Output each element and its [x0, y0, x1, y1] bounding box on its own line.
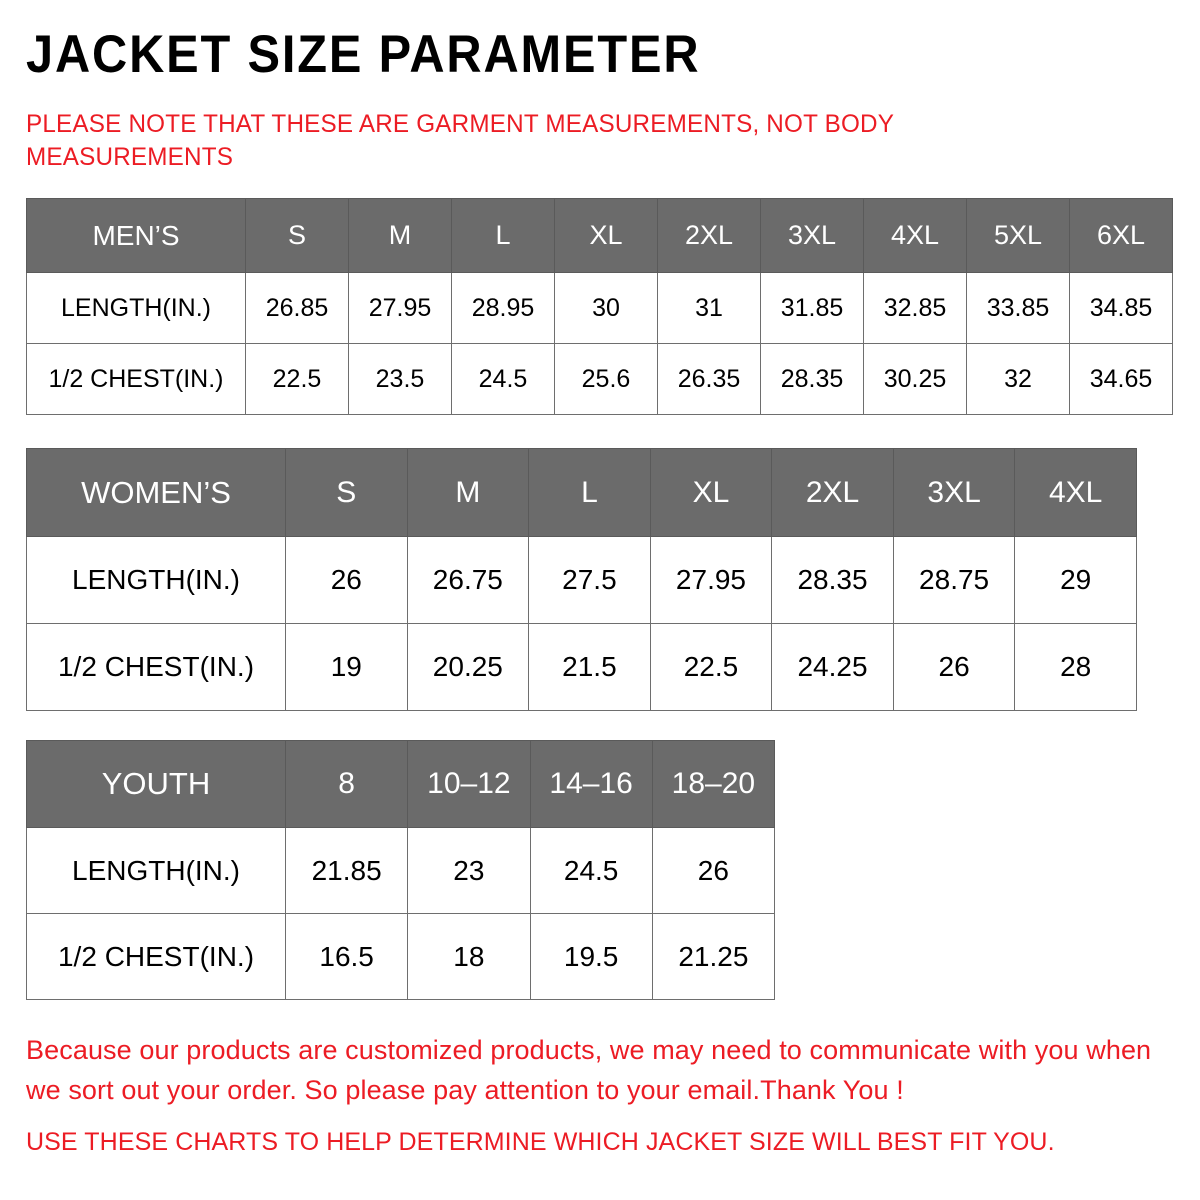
womens-column-header-7: 4XL	[1014, 448, 1137, 537]
womens-column-header-3: L	[528, 448, 651, 537]
mens-column-header-3: L	[451, 198, 555, 273]
mens-cell-r1-c3: 28.95	[451, 272, 555, 344]
youth-cell-r1-c4: 26	[651, 827, 776, 914]
womens-table-head: WOMEN’S S M L XL 2XL 3XL 4XL	[26, 448, 1137, 537]
womens-row-label-2: 1/2 CHEST(IN.)	[26, 623, 286, 711]
womens-cell-r1-c1: 26	[285, 536, 408, 624]
youth-table-title: YOUTH	[26, 740, 286, 828]
youth-column-header-4: 18–20	[651, 740, 776, 828]
mens-cell-r1-c1: 26.85	[245, 272, 349, 344]
mens-cell-r1-c2: 27.95	[348, 272, 452, 344]
womens-cell-r2-c6: 26	[892, 623, 1016, 711]
youth-row-label-1: LENGTH(IN.)	[26, 827, 286, 914]
mens-column-header-4: XL	[554, 198, 658, 273]
mens-cell-r2-c2: 23.5	[348, 343, 452, 415]
womens-cell-r1-c4: 27.95	[649, 536, 773, 624]
womens-cell-r2-c5: 24.25	[771, 623, 894, 711]
mens-column-header-7: 4XL	[863, 198, 967, 273]
womens-column-header-5: 2XL	[771, 448, 894, 537]
womens-table-body: LENGTH(IN.) 26 26.75 27.5 27.95 28.35 28.75 29 1…	[26, 536, 1137, 711]
mens-cell-r1-c9: 34.85	[1069, 272, 1173, 344]
mens-cell-r1-c7: 32.85	[863, 272, 967, 344]
mens-column-header-5: 2XL	[657, 198, 761, 273]
youth-header-row: YOUTH 8 10–12 14–16 18–20	[26, 740, 776, 828]
womens-cell-r2-c1: 19	[285, 623, 408, 711]
mens-column-header-8: 5XL	[966, 198, 1070, 273]
womens-header-row: WOMEN’S S M L XL 2XL 3XL 4XL	[26, 448, 1137, 537]
table-row: 1/2 CHEST(IN.) 16.5 18 19.5 21.25	[26, 913, 776, 1000]
youth-cell-r1-c3: 24.5	[529, 827, 653, 914]
youth-size-table: YOUTH 8 10–12 14–16 18–20 LENGTH(IN.) 21.85 23…	[26, 740, 776, 1000]
youth-cell-r2-c4: 21.25	[651, 913, 776, 1000]
womens-size-table: WOMEN’S S M L XL 2XL 3XL 4XL LENGTH(IN.) 26 26.75…	[26, 448, 1137, 711]
mens-header-row: MEN’S S M L XL 2XL 3XL 4XL 5XL 6XL	[26, 198, 1173, 273]
mens-cell-r2-c1: 22.5	[245, 343, 349, 415]
mens-table-title: MEN’S	[26, 198, 246, 273]
mens-cell-r1-c6: 31.85	[760, 272, 864, 344]
table-row: 1/2 CHEST(IN.) 19 20.25 21.5 22.5 24.25 26 28	[26, 623, 1137, 711]
mens-cell-r2-c3: 24.5	[451, 343, 555, 415]
youth-column-header-1: 8	[284, 740, 409, 828]
womens-cell-r1-c5: 28.35	[771, 536, 894, 624]
womens-cell-r1-c7: 29	[1014, 536, 1137, 624]
mens-cell-r1-c4: 30	[554, 272, 658, 344]
youth-table-head: YOUTH 8 10–12 14–16 18–20	[26, 740, 776, 828]
womens-column-header-2: M	[406, 448, 530, 537]
youth-cell-r2-c2: 18	[407, 913, 531, 1000]
youth-column-header-3: 14–16	[529, 740, 653, 828]
garment-measurement-disclaimer: PLEASE NOTE THAT THESE ARE GARMENT MEASU…	[26, 110, 894, 171]
page-title: JACKET SIZE PARAMETER	[26, 25, 701, 84]
youth-cell-r1-c2: 23	[407, 827, 531, 914]
mens-column-header-6: 3XL	[760, 198, 864, 273]
mens-cell-r2-c4: 25.6	[554, 343, 658, 415]
youth-cell-r2-c3: 19.5	[529, 913, 653, 1000]
youth-column-header-2: 10–12	[407, 740, 531, 828]
womens-column-header-4: XL	[649, 448, 773, 537]
mens-cell-r1-c8: 33.85	[966, 272, 1070, 344]
mens-cell-r2-c9: 34.65	[1069, 343, 1173, 415]
customized-products-note: Because our products are customized prod…	[26, 1035, 1152, 1105]
youth-cell-r1-c1: 21.85	[284, 827, 409, 914]
mens-cell-r2-c7: 30.25	[863, 343, 967, 415]
table-row: LENGTH(IN.) 26.85 27.95 28.95 30 31 31.85 32.85…	[26, 272, 1173, 344]
mens-cell-r2-c5: 26.35	[657, 343, 761, 415]
mens-cell-r1-c5: 31	[657, 272, 761, 344]
womens-cell-r1-c2: 26.75	[406, 536, 530, 624]
womens-cell-r1-c6: 28.75	[892, 536, 1016, 624]
womens-column-header-1: S	[285, 448, 408, 537]
youth-cell-r2-c1: 16.5	[284, 913, 409, 1000]
womens-cell-r2-c2: 20.25	[406, 623, 530, 711]
womens-table-title: WOMEN’S	[26, 448, 286, 537]
mens-cell-r2-c6: 28.35	[760, 343, 864, 415]
mens-column-header-1: S	[245, 198, 349, 273]
womens-cell-r1-c3: 27.5	[528, 536, 651, 624]
mens-column-header-2: M	[348, 198, 452, 273]
table-row: LENGTH(IN.) 21.85 23 24.5 26	[26, 827, 776, 914]
use-charts-note: USE THESE CHARTS TO HELP DETERMINE WHICH…	[26, 1128, 1055, 1156]
womens-column-header-6: 3XL	[892, 448, 1016, 537]
table-row: 1/2 CHEST(IN.) 22.5 23.5 24.5 25.6 26.35 28.35…	[26, 343, 1173, 415]
womens-cell-r2-c3: 21.5	[528, 623, 651, 711]
mens-size-table: MEN’S S M L XL 2XL 3XL 4XL 5XL 6XL LENGTH(IN.) 26.…	[26, 198, 1173, 415]
youth-table-body: LENGTH(IN.) 21.85 23 24.5 26 1/2 CHEST(IN.) 16…	[26, 827, 776, 1000]
womens-cell-r2-c4: 22.5	[649, 623, 773, 711]
youth-row-label-2: 1/2 CHEST(IN.)	[26, 913, 286, 1000]
mens-row-label-1: LENGTH(IN.)	[26, 272, 246, 344]
mens-table-body: LENGTH(IN.) 26.85 27.95 28.95 30 31 31.85 32.85…	[26, 272, 1173, 415]
mens-table-head: MEN’S S M L XL 2XL 3XL 4XL 5XL 6XL	[26, 198, 1173, 273]
table-row: LENGTH(IN.) 26 26.75 27.5 27.95 28.35 28.75 29	[26, 536, 1137, 624]
womens-row-label-1: LENGTH(IN.)	[26, 536, 286, 624]
mens-cell-r2-c8: 32	[966, 343, 1070, 415]
mens-column-header-9: 6XL	[1069, 198, 1173, 273]
mens-row-label-2: 1/2 CHEST(IN.)	[26, 343, 246, 415]
womens-cell-r2-c7: 28	[1014, 623, 1137, 711]
